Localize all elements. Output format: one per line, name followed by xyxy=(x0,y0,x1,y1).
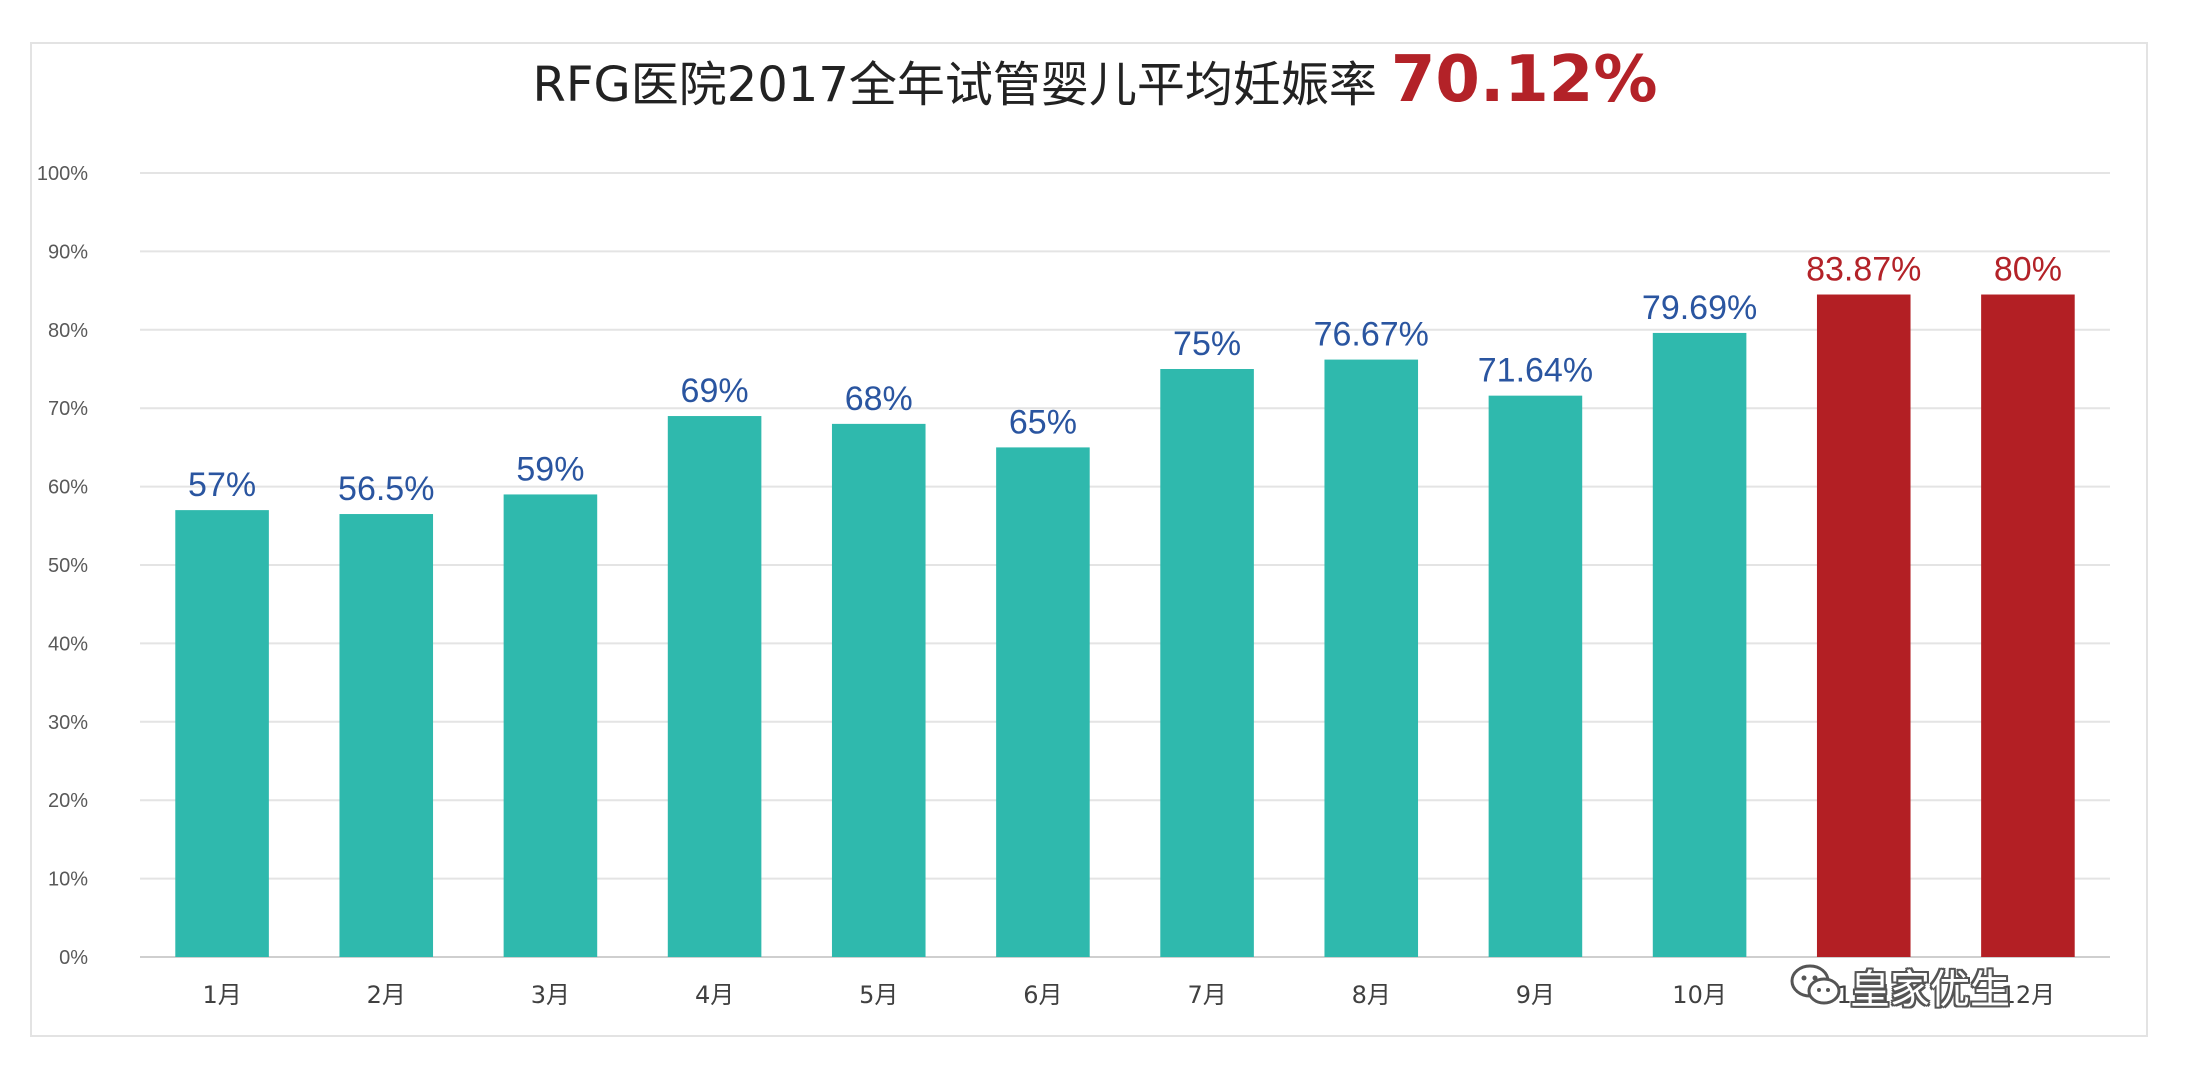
x-tick-label: 8月 xyxy=(1352,981,1391,1009)
bar xyxy=(1160,369,1254,957)
chart-title: RFG医院2017全年试管婴儿平均妊娠率 70.12% xyxy=(0,48,2190,112)
data-labels: 57% 56.5% 59% 69% 68% 65% 75% 76.67% 71.64% 79.69… xyxy=(188,251,2062,509)
data-label: 71.64% xyxy=(1478,352,1593,390)
x-tick-label: 10月 xyxy=(1672,981,1727,1009)
x-tick-label: 5月 xyxy=(859,981,898,1009)
y-tick-label: 100% xyxy=(37,163,88,185)
data-label: 83.87% xyxy=(1806,251,1921,289)
data-label: 76.67% xyxy=(1314,316,1429,354)
x-tick-label: 11月 xyxy=(1836,981,1891,1009)
y-tick-label: 40% xyxy=(48,633,88,655)
y-tick-label: 10% xyxy=(48,869,88,891)
bar xyxy=(1816,294,1911,957)
y-tick-label: 50% xyxy=(48,555,88,577)
data-label: 65% xyxy=(1009,403,1077,441)
bar xyxy=(1652,332,1747,957)
bar xyxy=(503,494,598,957)
y-tick-label: 60% xyxy=(48,477,88,499)
watermark-text: 皇家优生 xyxy=(1850,967,2010,1013)
data-label: 56.5% xyxy=(338,470,434,508)
chart-title-text: RFG医院2017全年试管婴儿平均妊娠率 xyxy=(532,57,1377,113)
bar xyxy=(667,416,762,957)
y-tick-label: 70% xyxy=(48,398,88,420)
x-tick-label: 2月 xyxy=(367,981,406,1009)
bar xyxy=(1488,395,1583,957)
data-label: 69% xyxy=(681,372,749,410)
data-label: 80% xyxy=(1994,251,2062,289)
y-tick-label: 30% xyxy=(48,712,88,734)
wechat-icon xyxy=(1790,964,1841,1005)
bar xyxy=(996,447,1090,957)
bar xyxy=(831,423,926,957)
data-label: 68% xyxy=(845,380,913,418)
x-tick-label: 6月 xyxy=(1023,981,1062,1009)
y-tick-label: 90% xyxy=(48,241,88,263)
y-tick-label: 0% xyxy=(59,947,88,969)
data-label: 75% xyxy=(1173,325,1241,363)
x-axis-ticks: 1月 2月 3月 4月 5月 6月 7月 8月 9月 10月 11月 12月 xyxy=(202,981,2055,1009)
x-tick-label: 12月 xyxy=(2001,981,2056,1009)
bar xyxy=(1324,359,1419,957)
chart-title-highlight: 70.12% xyxy=(1390,43,1658,117)
x-tick-label: 4月 xyxy=(695,981,734,1009)
watermark: 皇家优生 xyxy=(1790,956,2010,1016)
bar xyxy=(339,514,434,957)
bar xyxy=(175,510,269,957)
bar xyxy=(1981,294,2075,957)
data-label: 59% xyxy=(516,450,584,488)
x-tick-label: 7月 xyxy=(1187,981,1226,1009)
bars xyxy=(175,294,2075,957)
x-tick-label: 3月 xyxy=(531,981,570,1009)
gridlines xyxy=(140,172,2110,958)
data-label: 79.69% xyxy=(1642,289,1757,327)
y-tick-label: 20% xyxy=(48,790,88,812)
data-label: 57% xyxy=(188,466,256,504)
x-tick-label: 1月 xyxy=(202,981,241,1009)
y-tick-label: 80% xyxy=(48,320,88,342)
x-tick-label: 9月 xyxy=(1516,981,1555,1009)
y-axis-ticks: 0% 10% 20% 30% 40% 50% 60% 70% 80% 90% 100% xyxy=(37,163,88,969)
